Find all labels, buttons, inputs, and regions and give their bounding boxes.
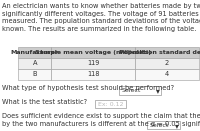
- Text: measured. The population standard deviations of the voltage for each manufacture: measured. The population standard deviat…: [2, 18, 200, 24]
- Text: ▾: ▾: [156, 86, 160, 95]
- Bar: [18, 47, 51, 58]
- Text: 119: 119: [87, 60, 99, 66]
- Text: Does sufficient evidence exist to support the claim that the voltage of the batt: Does sufficient evidence exist to suppor…: [2, 113, 200, 119]
- Text: B: B: [32, 71, 37, 77]
- Text: An electrician wants to know whether batteries made by two manufacturers have: An electrician wants to know whether bat…: [2, 3, 200, 9]
- Bar: [135, 69, 199, 80]
- Bar: [135, 58, 199, 69]
- Text: Select: Select: [122, 88, 141, 93]
- Text: ▾: ▾: [175, 121, 179, 130]
- Bar: [51, 47, 135, 58]
- Text: What type of hypothesis test should be performed?: What type of hypothesis test should be p…: [2, 85, 174, 91]
- Bar: [119, 86, 161, 95]
- Bar: [135, 47, 199, 58]
- Text: Population standard deviat: Population standard deviat: [119, 50, 200, 55]
- Text: significantly different voltages. The voltage of 91 batteries from each manufact: significantly different voltages. The vo…: [2, 11, 200, 17]
- Bar: [18, 69, 51, 80]
- Text: 2: 2: [165, 60, 169, 66]
- Text: known. The results are summarized in the following table.: known. The results are summarized in the…: [2, 26, 196, 32]
- Text: 118: 118: [87, 71, 99, 77]
- Text: What is the test statistic?: What is the test statistic?: [2, 99, 87, 105]
- Text: A: A: [32, 60, 37, 66]
- Bar: [95, 100, 126, 108]
- Text: 4: 4: [165, 71, 169, 77]
- Text: Ex: 0.12: Ex: 0.12: [98, 102, 124, 107]
- Bar: [51, 69, 135, 80]
- Bar: [18, 58, 51, 69]
- Text: Select: Select: [150, 123, 169, 128]
- Bar: [51, 58, 135, 69]
- Bar: [147, 121, 180, 129]
- Text: Sample mean voltage (millivolts): Sample mean voltage (millivolts): [35, 50, 151, 55]
- Text: by the two manufacturers is different at the α = 0.05 significance level?: by the two manufacturers is different at…: [2, 121, 200, 127]
- Text: Manufacturer: Manufacturer: [11, 50, 59, 55]
